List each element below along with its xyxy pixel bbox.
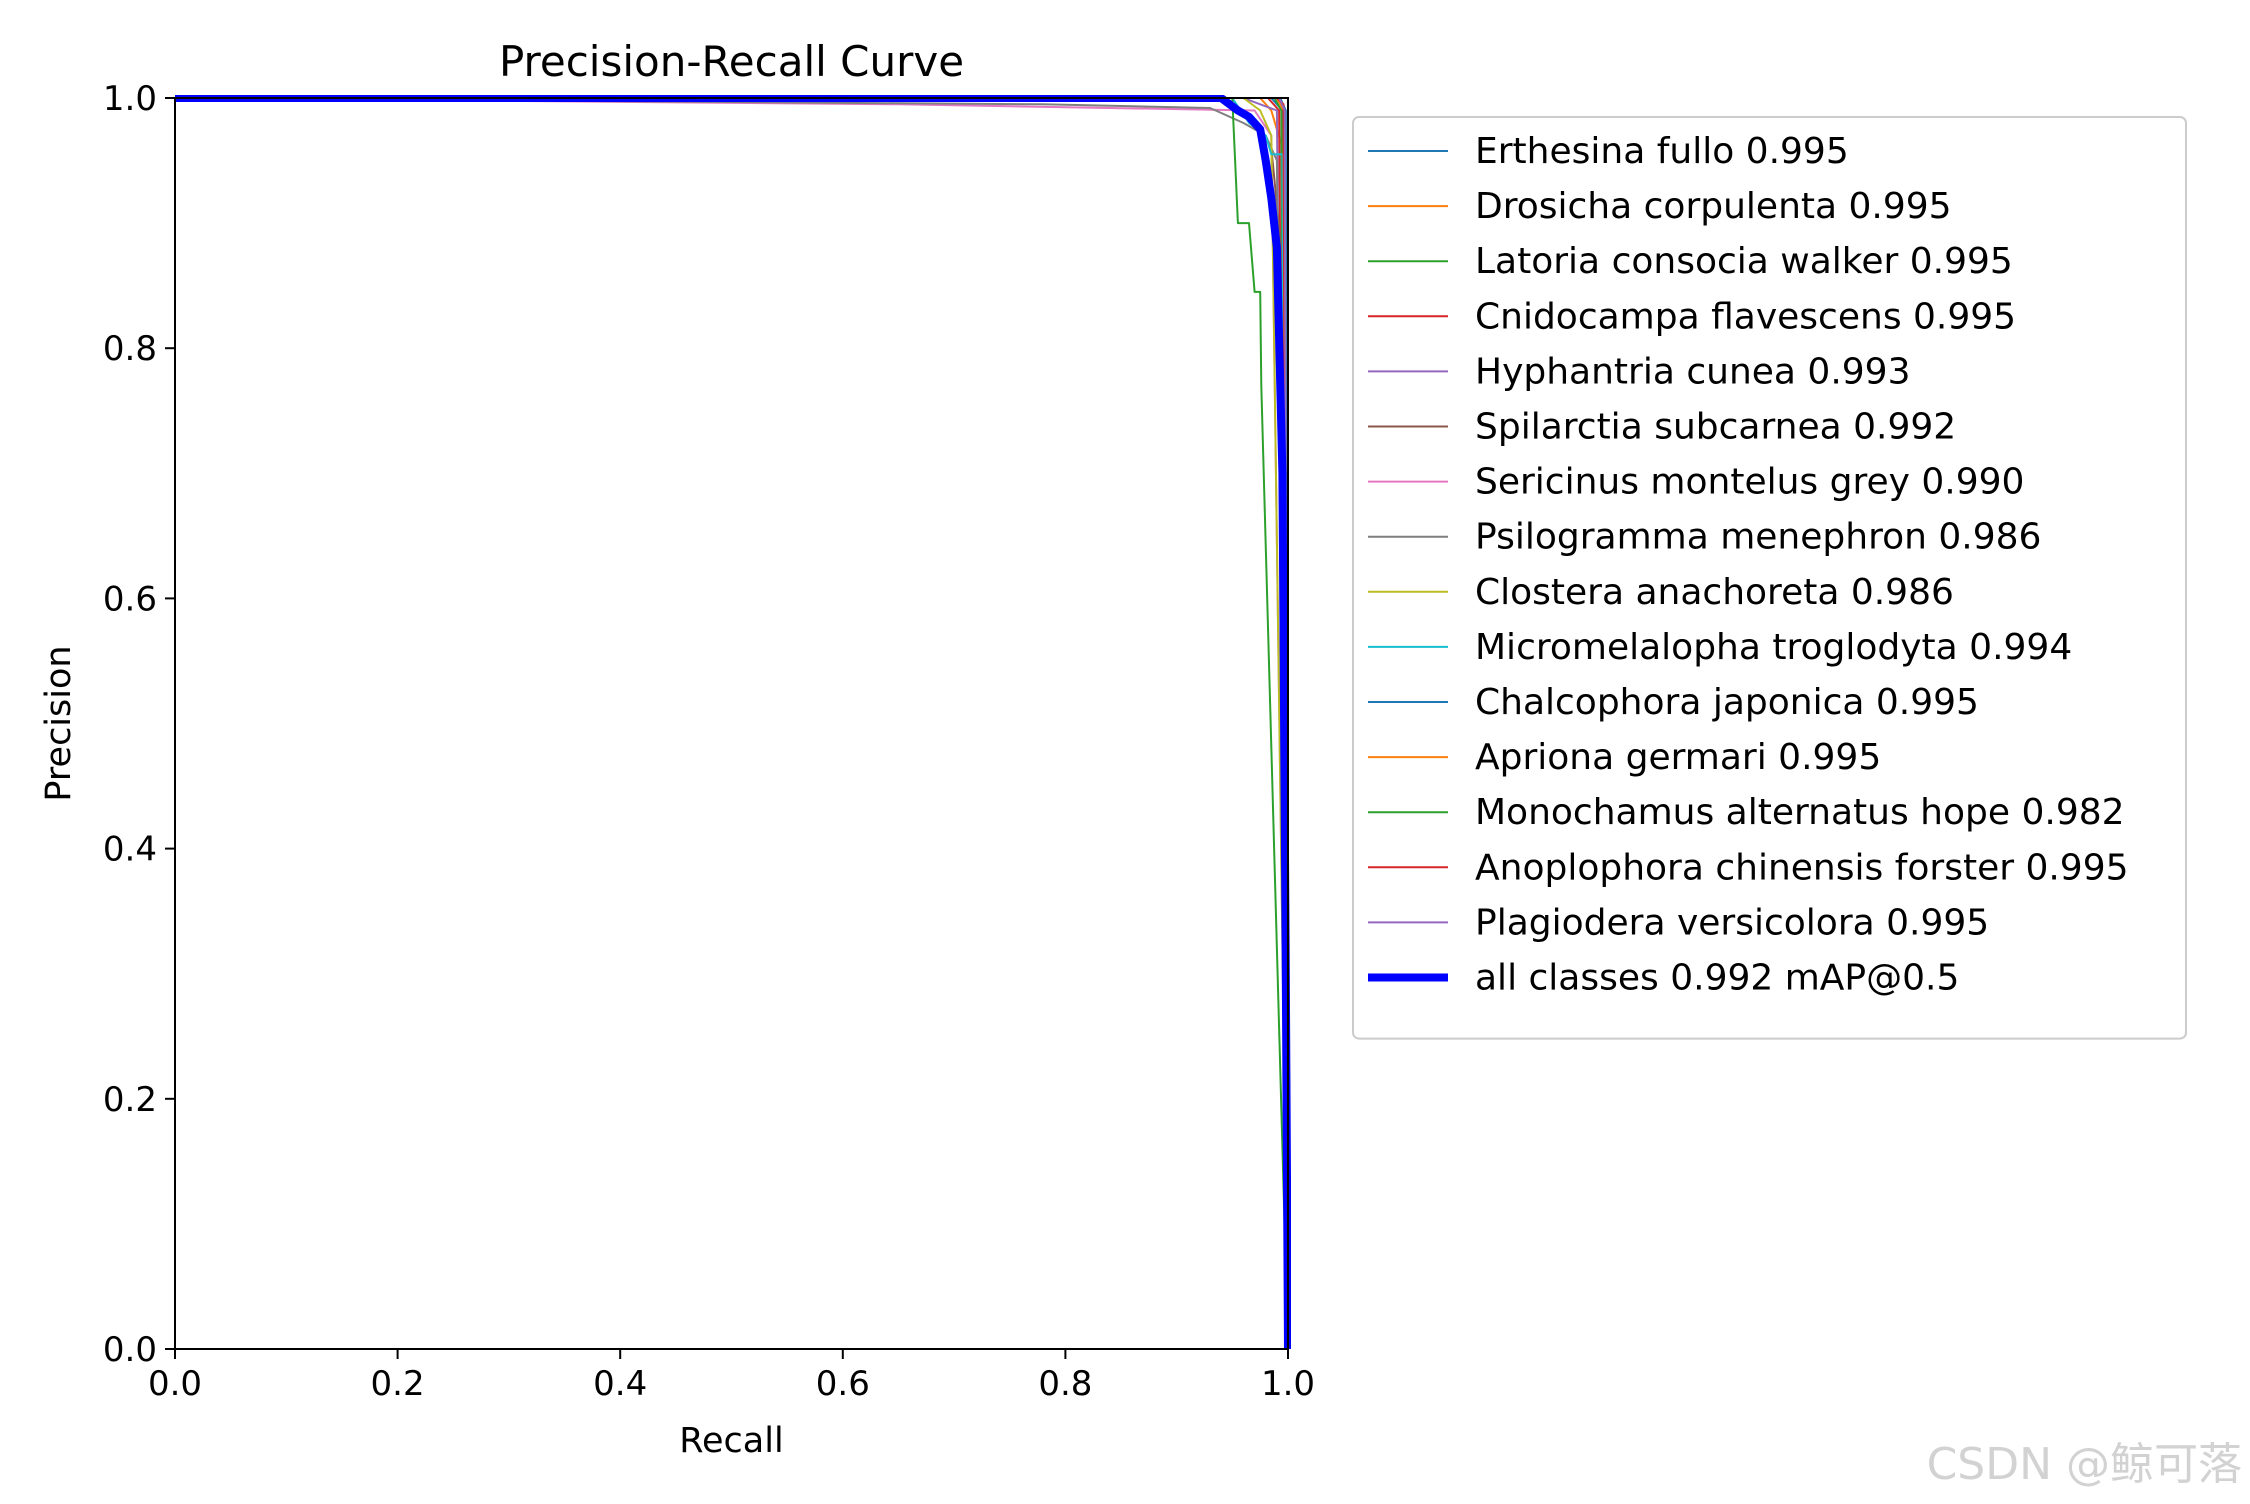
legend-label-14: Plagiodera versicolora 0.995	[1475, 902, 1989, 943]
y-tick-label: 0.2	[103, 1080, 157, 1120]
legend-box	[1352, 116, 2187, 1040]
series-line-6	[175, 97, 1289, 1350]
series-line-4	[175, 97, 1289, 1350]
y-axis-label: Precision	[39, 645, 79, 801]
x-tick-label: 0.6	[816, 1364, 870, 1404]
series-line-15	[175, 95, 1291, 1350]
series-line-7	[175, 97, 1289, 1350]
x-tick-label: 0.2	[371, 1364, 425, 1404]
legend-label-9: Micromelalopha troglodyta 0.994	[1475, 627, 2072, 668]
y-tick-label: 0.4	[103, 830, 157, 870]
legend-label-11: Apriona germari 0.995	[1475, 737, 1881, 778]
series-line-10	[175, 97, 1289, 1350]
legend-label-7: Psilogramma menephron 0.986	[1475, 517, 2041, 558]
legend-label-12: Monochamus alternatus hope 0.982	[1475, 792, 2125, 833]
series-line-13	[175, 97, 1289, 1350]
series-line-11	[175, 97, 1289, 1350]
y-tick-label: 0.0	[103, 1330, 157, 1370]
series-group	[175, 95, 1291, 1350]
axes-frame	[174, 97, 1289, 1350]
watermark-text: CSDN @鲸可落	[1926, 1439, 2242, 1490]
legend-label-6: Sericinus montelus grey 0.990	[1475, 462, 2024, 503]
legend-label-8: Clostera anachoreta 0.986	[1475, 572, 1954, 613]
legend-label-13: Anoplophora chinensis forster 0.995	[1475, 847, 2129, 888]
legend-label-10: Chalcophora japonica 0.995	[1475, 682, 1979, 723]
x-tick-label: 0.0	[148, 1364, 202, 1404]
series-line-5	[175, 97, 1289, 1350]
series-line-12	[175, 97, 1289, 1350]
legend-label-0: Erthesina fullo 0.995	[1475, 131, 1849, 172]
x-axis-label: Recall	[679, 1421, 783, 1461]
series-line-8	[175, 97, 1289, 1350]
series-line-9	[175, 97, 1289, 1350]
x-tick-label: 0.8	[1038, 1364, 1092, 1404]
series-line-3	[175, 97, 1289, 1350]
x-tick-label: 1.0	[1261, 1364, 1315, 1404]
legend-layer: Erthesina fullo 0.995 Drosicha corpulenta…	[1352, 116, 2187, 1040]
y-tick-label: 1.0	[103, 79, 157, 119]
plot-layer	[175, 95, 1291, 1350]
series-line-2	[175, 97, 1289, 1350]
chart-title: Precision-Recall Curve	[499, 37, 964, 86]
y-tick-label: 0.6	[103, 579, 157, 619]
legend-label-2: Latoria consocia walker 0.995	[1475, 241, 2013, 282]
legend-label-15: all classes 0.992 mAP@0.5	[1475, 958, 1959, 999]
axes-layer: 0.0 0.2 0.4 0.6 0.8 1.0 0.0 0.2 0.4 0.6 0.8 1.0 Prec…	[39, 37, 1315, 1461]
legend-label-5: Spilarctia subcarnea 0.992	[1475, 407, 1956, 448]
y-tick-label: 0.8	[103, 329, 157, 369]
series-line-1	[175, 97, 1289, 1350]
series-line-14	[175, 97, 1289, 1350]
legend-label-4: Hyphantria cunea 0.993	[1475, 351, 1910, 392]
series-line-0	[175, 97, 1289, 1350]
legend-label-1: Drosicha corpulenta 0.995	[1475, 186, 1952, 227]
legend-label-3: Cnidocampa flavescens 0.995	[1475, 296, 2016, 337]
x-tick-label: 0.4	[593, 1364, 647, 1404]
